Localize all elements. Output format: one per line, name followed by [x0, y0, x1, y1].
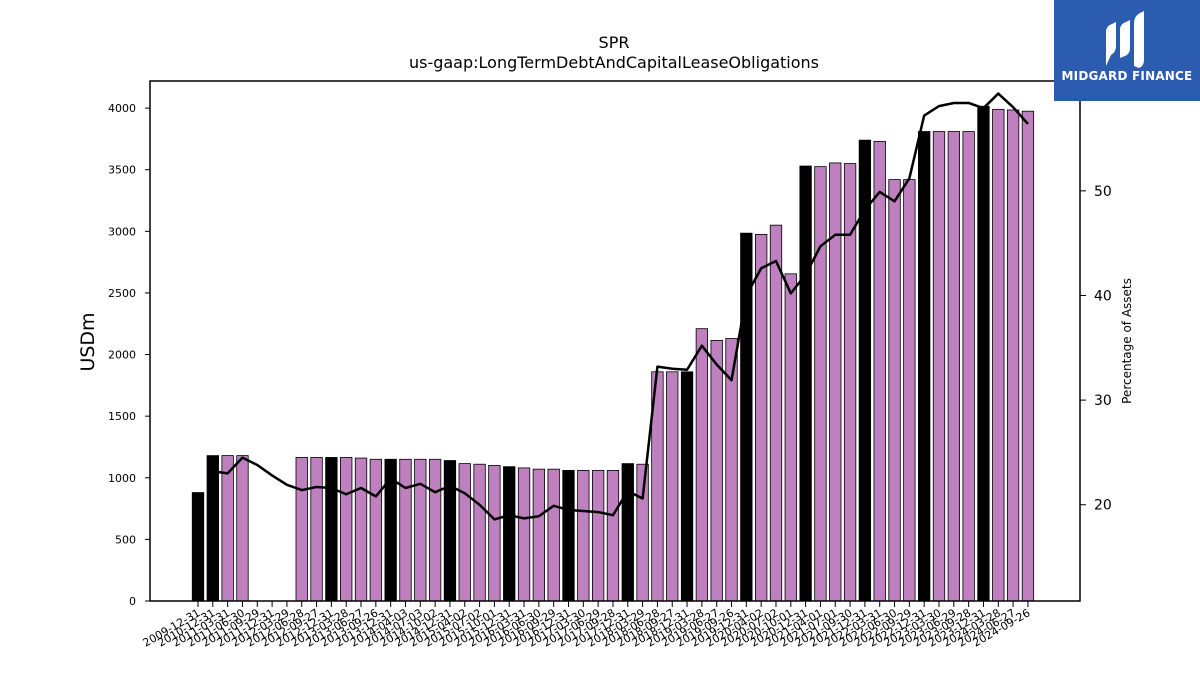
bar-2013-06-27 — [354, 457, 368, 602]
bar-2009-12-31 — [191, 492, 205, 602]
bar-2023-12-31 — [977, 105, 990, 602]
brand-logo: MIDGARD FINANCE — [1054, 0, 1200, 101]
bar-2020-10-01 — [784, 273, 797, 602]
bar-2012-06-28 — [295, 457, 308, 602]
bar-2014-04-03 — [399, 458, 412, 602]
bar-2018-09-27 — [666, 371, 679, 602]
bar-2017-09-28 — [606, 469, 620, 602]
bar-2015-04-02 — [458, 463, 471, 602]
bar-2021-04-01 — [814, 166, 827, 602]
bar-2020-04-02 — [755, 234, 768, 602]
midgard-logo-icon — [1106, 11, 1144, 68]
bar-2024-03-28 — [992, 108, 1005, 602]
brand-name: MIDGARD FINANCE — [1061, 69, 1193, 83]
bar-2023-09-28 — [962, 131, 975, 602]
bar-2023-03-30 — [932, 131, 946, 602]
bar-2020-12-31 — [799, 165, 812, 602]
bar-2015-10-01 — [488, 465, 501, 602]
bar-2022-03-31 — [873, 140, 886, 602]
bar-2012-09-27 — [310, 457, 323, 602]
bar-2023-06-29 — [947, 131, 960, 602]
bar-2014-07-03 — [414, 458, 427, 602]
y-tick-label: 4000 — [108, 102, 136, 115]
y2-tick-label: 50 — [1094, 184, 1112, 200]
chart-title: SPR — [599, 33, 630, 52]
bar-2015-12-31 — [503, 466, 516, 602]
bar-2022-06-30 — [888, 179, 901, 602]
y2-axis-label: Percentage of Assets — [1120, 278, 1134, 404]
bar-2024-06-27 — [1006, 109, 1020, 602]
bar-2016-03-31 — [517, 467, 531, 602]
y-tick-label: 1000 — [108, 472, 136, 485]
bar-2015-07-02 — [473, 463, 486, 602]
bar-2012-12-31 — [325, 457, 338, 602]
bar-2018-03-29 — [636, 463, 649, 602]
bar-2017-03-30 — [577, 469, 590, 602]
y-tick-label: 3500 — [108, 164, 136, 177]
y-axis-label: USDm — [77, 312, 99, 371]
y-tick-label: 2500 — [108, 287, 136, 300]
bar-2013-09-26 — [369, 458, 382, 602]
bar-2024-09-26 — [1021, 110, 1035, 602]
bar-2022-09-29 — [903, 179, 916, 602]
bar-2011-03-31 — [221, 455, 234, 602]
bar-2018-12-31 — [680, 371, 694, 602]
y-tick-label: 500 — [115, 533, 136, 546]
pct-assets-line — [212, 92, 1029, 521]
y2-tick-label: 30 — [1094, 393, 1112, 409]
bar-2011-06-30 — [236, 455, 249, 602]
bar-2014-12-31 — [443, 460, 457, 602]
y-tick-label: 3000 — [108, 225, 136, 238]
bar-2020-07-02 — [769, 224, 783, 602]
y-tick-label: 1500 — [108, 410, 136, 423]
y-tick-label: 0 — [129, 595, 136, 608]
line-layer — [212, 92, 1029, 521]
bar-2016-06-30 — [532, 468, 546, 602]
bar-2022-12-31 — [918, 131, 931, 602]
bar-2016-09-29 — [547, 468, 560, 602]
bar-2021-07-01 — [829, 162, 842, 602]
chart-subtitle: us-gaap:LongTermDebtAndCapitalLeaseOblig… — [409, 53, 819, 72]
bar-2014-10-02 — [428, 458, 442, 602]
y-tick-label: 2000 — [108, 349, 136, 362]
bar-2017-12-31 — [621, 463, 634, 602]
plot-frame — [149, 80, 1081, 602]
y2-tick-label: 40 — [1094, 288, 1112, 304]
bar-2010-12-31 — [206, 455, 219, 602]
bar-2019-06-27 — [710, 339, 723, 602]
bar-2013-03-28 — [340, 457, 353, 602]
bar-2017-06-29 — [591, 469, 605, 602]
bar-2016-12-31 — [562, 469, 575, 602]
bars-layer — [191, 105, 1035, 602]
bar-2019-03-28 — [695, 328, 709, 602]
y2-tick-label: 20 — [1094, 498, 1112, 514]
